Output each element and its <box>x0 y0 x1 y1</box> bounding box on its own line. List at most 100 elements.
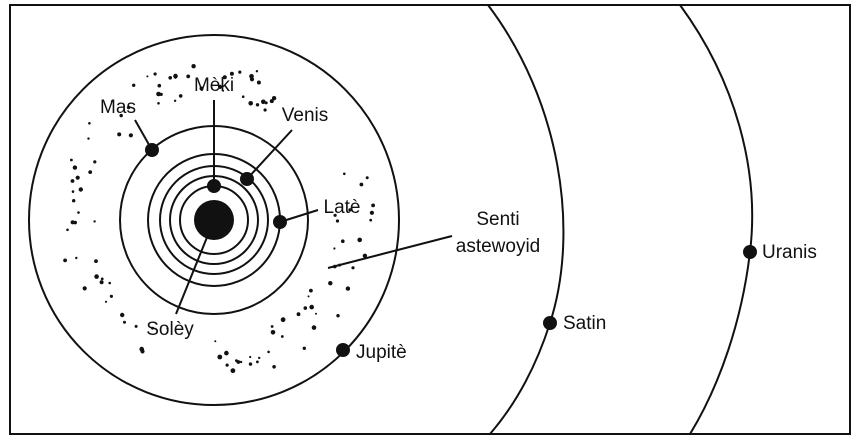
leader-line <box>246 129 293 180</box>
asteroid <box>309 288 313 293</box>
asteroid-belt <box>63 63 375 374</box>
asteroid <box>94 274 99 279</box>
asteroid <box>256 80 261 85</box>
label-mercury: Mèki <box>194 75 234 96</box>
asteroid <box>267 350 270 354</box>
asteroid <box>70 158 73 162</box>
asteroid <box>146 75 149 78</box>
asteroid <box>104 300 108 303</box>
asteroid <box>88 122 91 125</box>
asteroid <box>302 346 306 350</box>
asteroid <box>191 63 196 69</box>
asteroid <box>117 132 122 137</box>
asteroid <box>348 208 352 212</box>
asteroid <box>75 175 80 180</box>
asteroid <box>359 182 364 187</box>
label-belt: astewoyid <box>456 236 541 257</box>
asteroid <box>75 256 78 260</box>
asteroid <box>351 266 355 270</box>
asteroid <box>236 360 241 364</box>
asteroid <box>110 100 113 103</box>
asteroid <box>296 312 301 317</box>
asteroid <box>178 94 183 98</box>
asteroid <box>134 324 138 328</box>
asteroid <box>238 70 242 74</box>
asteroid <box>303 306 308 310</box>
asteroid <box>270 330 276 335</box>
asteroid <box>269 99 274 104</box>
asteroid <box>126 105 131 110</box>
asteroid <box>153 72 157 76</box>
asteroid <box>343 172 346 176</box>
asteroid <box>249 355 252 359</box>
asteroid <box>224 350 229 356</box>
asteroid <box>157 83 162 88</box>
asteroid <box>199 86 204 91</box>
asteroid <box>362 253 368 258</box>
asteroid <box>132 83 136 88</box>
asteroid <box>280 317 286 323</box>
asteroid <box>99 280 104 285</box>
asteroid <box>230 368 236 374</box>
asteroid <box>371 203 375 208</box>
asteroid <box>222 89 225 92</box>
asteroid <box>166 327 169 330</box>
orbit-saturn <box>487 4 565 435</box>
asteroid <box>270 325 274 328</box>
asteroid <box>365 176 369 180</box>
label-uranus: Uranis <box>762 242 817 263</box>
asteroid <box>248 101 253 106</box>
asteroid <box>258 356 261 360</box>
asteroid <box>225 363 229 367</box>
label-belt: Senti <box>476 209 519 230</box>
asteroid <box>217 84 223 89</box>
asteroid <box>94 259 98 263</box>
asteroid <box>93 160 97 164</box>
asteroid <box>119 113 123 118</box>
asteroid <box>335 219 340 223</box>
asteroid <box>307 295 310 298</box>
asteroid <box>214 340 217 343</box>
asteroid <box>63 258 67 263</box>
asteroid <box>333 213 337 217</box>
asteroid <box>333 247 336 250</box>
asteroid <box>341 239 345 243</box>
asteroid <box>88 170 93 175</box>
leader-line <box>175 219 215 315</box>
orbit-uranus <box>679 4 754 435</box>
asteroid <box>280 335 284 338</box>
asteroid <box>71 190 75 193</box>
asteroid <box>217 354 223 360</box>
uranus <box>743 245 757 259</box>
asteroid <box>87 137 90 140</box>
label-venus: Venis <box>282 105 328 126</box>
asteroid <box>357 237 363 243</box>
asteroid <box>248 362 253 366</box>
asteroid <box>123 320 126 324</box>
asteroid <box>120 312 125 318</box>
asteroid <box>272 365 276 369</box>
asteroid <box>151 326 154 330</box>
jupiter <box>336 343 350 357</box>
asteroid <box>72 199 76 203</box>
asteroid <box>311 325 317 330</box>
asteroid <box>241 95 245 98</box>
asteroid <box>108 281 111 285</box>
asteroid <box>229 71 234 76</box>
asteroid <box>222 75 227 80</box>
asteroid <box>369 210 374 215</box>
frame <box>9 4 851 435</box>
label-mars: Mas <box>100 97 136 118</box>
leader-line <box>327 235 453 269</box>
asteroid <box>173 73 178 79</box>
asteroid <box>93 220 96 223</box>
leader-line <box>134 119 153 151</box>
asteroid <box>100 277 104 281</box>
asteroid <box>156 91 161 97</box>
asteroid <box>309 304 315 310</box>
asteroid <box>82 286 87 291</box>
label-sun: Solèy <box>146 319 194 340</box>
asteroid <box>77 211 80 214</box>
asteroid <box>173 99 177 103</box>
